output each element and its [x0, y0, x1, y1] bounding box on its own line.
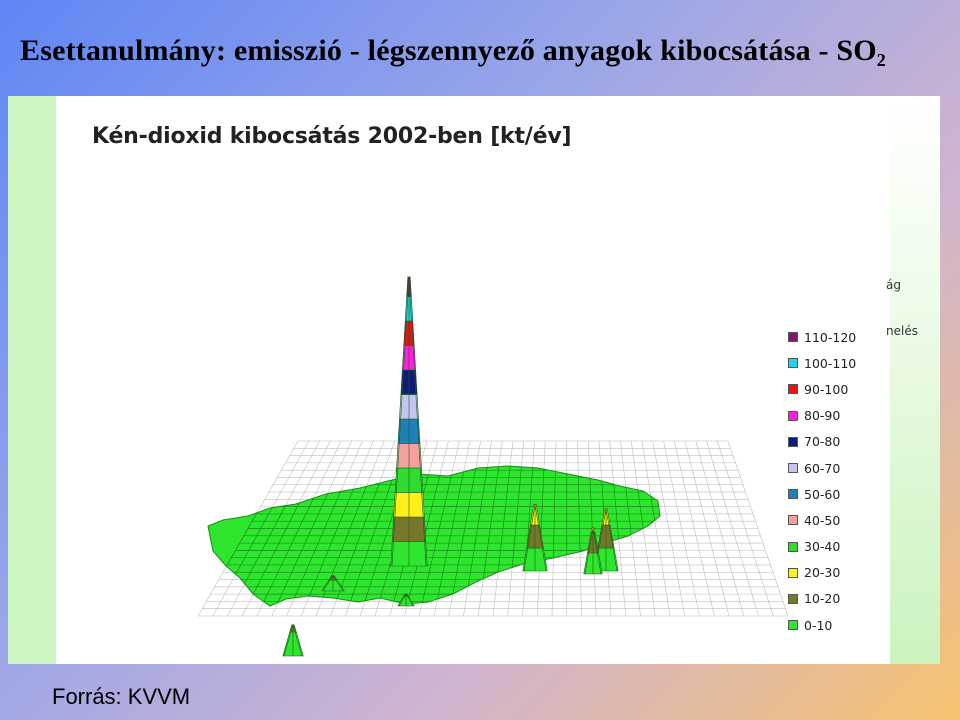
peak-ridge	[405, 593, 414, 607]
peak-east-3	[583, 527, 603, 575]
peak-central-1	[397, 593, 415, 607]
peak-ridge	[332, 575, 344, 592]
peak-ridge	[391, 276, 410, 567]
legend-label: 20-30	[804, 565, 841, 581]
slide-title-subscript: 2	[876, 50, 886, 70]
chart-panel: Kén-dioxid kibocsátás 2002-ben [kt/év] á…	[8, 96, 940, 664]
legend-label: 70-80	[804, 434, 841, 450]
peak-ridge	[322, 575, 334, 592]
peak-ridge	[283, 624, 294, 657]
peak-west-1	[321, 575, 345, 592]
legend-label: 50-60	[804, 486, 841, 502]
peak-ridge	[523, 504, 536, 572]
legend-item: 40-50	[788, 507, 884, 533]
peak-main	[390, 276, 428, 567]
peak-ridge	[408, 276, 427, 567]
legend-label: 60-70	[804, 460, 841, 476]
legend-swatch	[788, 593, 798, 604]
panel-right-strip	[890, 96, 940, 664]
legend-swatch	[788, 567, 798, 578]
peaks-layer	[282, 276, 619, 657]
peak-ridge	[398, 593, 407, 607]
legend-item: 70-80	[788, 429, 884, 455]
legend-swatch	[788, 384, 798, 395]
legend-label: 80-90	[804, 408, 841, 424]
legend-swatch	[788, 620, 798, 631]
chart-title: Kén-dioxid kibocsátás 2002-ben [kt/év]	[92, 124, 572, 149]
legend-item: 90-100	[788, 376, 884, 402]
cut-off-label-2: nelés	[886, 324, 918, 338]
legend-label: 40-50	[804, 512, 841, 528]
peak-ridge	[584, 527, 594, 575]
panel-left-strip	[8, 96, 56, 664]
legend-label: 0-10	[804, 617, 833, 633]
peak-east-2	[593, 508, 619, 572]
legend-label: 10-20	[804, 591, 841, 607]
legend-item: 80-90	[788, 403, 884, 429]
legend-item: 30-40	[788, 534, 884, 560]
peak-ridge	[534, 504, 547, 572]
legend-swatch	[788, 332, 798, 343]
slide-title: Esettanulmány: emisszió - légszennyező a…	[20, 34, 886, 70]
legend-swatch	[788, 489, 798, 500]
surface-plot	[197, 276, 789, 657]
legend-item: 100-110	[788, 350, 884, 376]
peak-ridge	[292, 624, 303, 657]
chart-legend: 110-120 100-110 90-100 80-90 70-80 60-70 50-60…	[788, 324, 884, 638]
legend-swatch	[788, 463, 798, 474]
peak-ridge	[592, 527, 602, 575]
cut-off-label-1: ág	[886, 278, 901, 292]
legend-item: 50-60	[788, 481, 884, 507]
legend-item: 110-120	[788, 324, 884, 350]
peak-ridge	[605, 508, 618, 572]
legend-label: 100-110	[804, 355, 857, 371]
legend-swatch	[788, 541, 798, 552]
legend-item: 10-20	[788, 586, 884, 612]
peak-west-2	[282, 624, 304, 657]
legend-swatch	[788, 410, 798, 421]
legend-swatch	[788, 358, 798, 369]
legend-label: 110-120	[804, 329, 857, 345]
legend-item: 20-30	[788, 560, 884, 586]
legend-label: 90-100	[804, 381, 849, 397]
peak-east-1	[522, 503, 548, 572]
legend-item: 0-10	[788, 612, 884, 638]
legend-swatch	[788, 436, 798, 447]
source-caption: Forrás: KVVM	[52, 684, 191, 709]
legend-swatch	[788, 515, 798, 526]
legend-label: 30-40	[804, 539, 841, 555]
legend-item: 60-70	[788, 455, 884, 481]
